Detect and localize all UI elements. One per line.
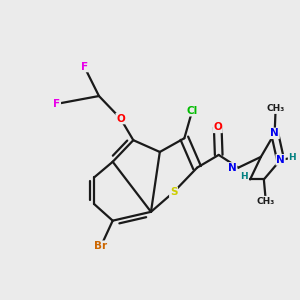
Text: O: O (116, 114, 125, 124)
Text: N: N (270, 128, 279, 138)
Text: N: N (276, 155, 285, 165)
Text: F: F (81, 61, 88, 72)
Text: H: H (289, 153, 296, 162)
Text: O: O (213, 122, 222, 132)
Text: N: N (228, 163, 237, 173)
Text: Cl: Cl (187, 106, 198, 116)
Text: H: H (240, 172, 248, 181)
Text: Br: Br (94, 241, 107, 251)
Text: CH₃: CH₃ (257, 196, 275, 206)
Text: S: S (170, 187, 177, 197)
Text: CH₃: CH₃ (266, 104, 285, 113)
Text: F: F (53, 99, 60, 109)
